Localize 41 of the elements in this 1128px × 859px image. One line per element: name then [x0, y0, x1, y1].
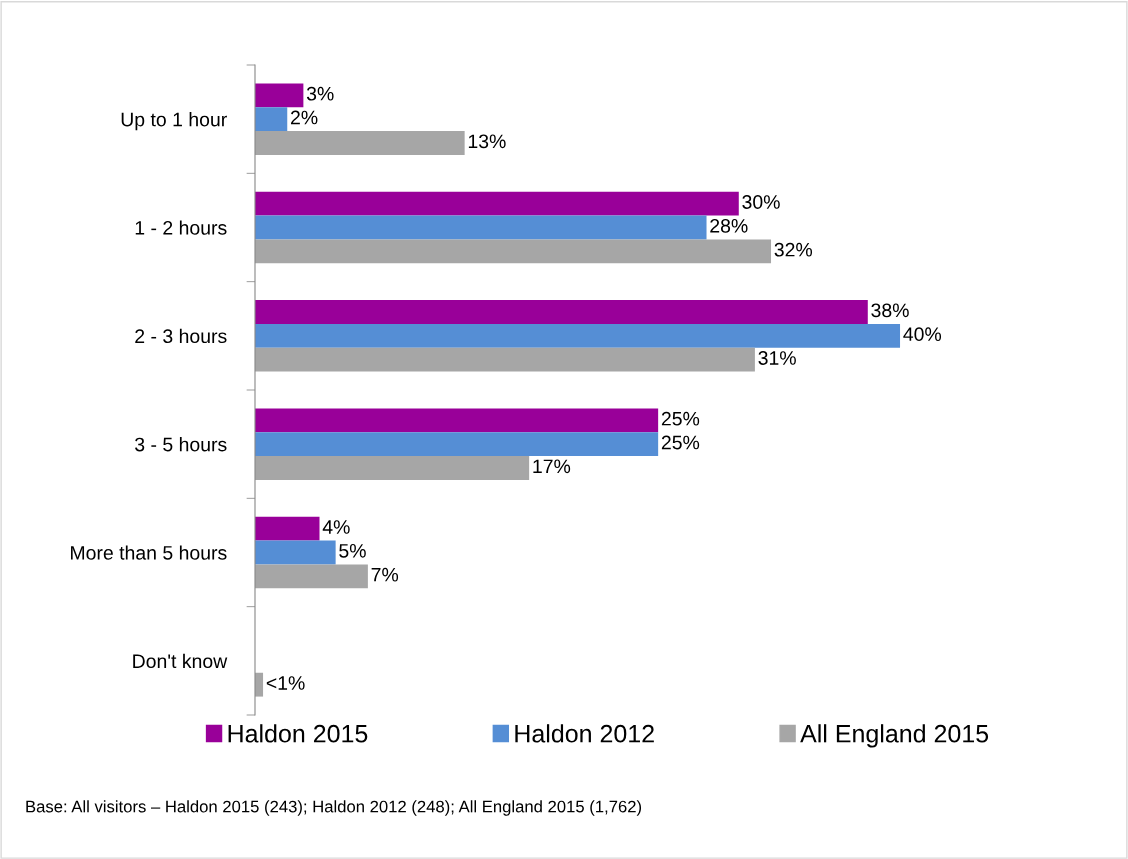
- y-tick-label: 3 - 5 hours: [135, 437, 227, 452]
- bar: [255, 300, 868, 324]
- bar: [255, 83, 304, 108]
- y-tick-label: 1 - 2 hours: [135, 220, 227, 235]
- bar: [255, 516, 320, 541]
- data-label: 38%: [871, 303, 909, 318]
- legend-label: All England 2015: [800, 724, 989, 748]
- data-label: 7%: [371, 567, 399, 582]
- bar: [255, 408, 659, 433]
- bar: [255, 107, 288, 132]
- bar: [255, 347, 755, 372]
- legend-label: Haldon 2015: [228, 724, 368, 743]
- data-label: 30%: [742, 195, 780, 209]
- bar: [255, 540, 336, 565]
- bar: [255, 191, 739, 216]
- bar: [255, 456, 530, 480]
- legend-label: Haldon 2012: [515, 724, 654, 743]
- bar: [255, 131, 465, 155]
- data-label: <1%: [266, 676, 305, 690]
- data-label: 32%: [774, 242, 813, 257]
- bar: [255, 239, 772, 264]
- data-label: 31%: [758, 351, 796, 365]
- bar: [255, 564, 368, 589]
- data-label: 13%: [468, 134, 506, 149]
- bar: [255, 432, 659, 457]
- data-label: 17%: [533, 459, 571, 474]
- data-label: 25%: [661, 435, 700, 450]
- data-label: 4%: [322, 520, 350, 534]
- bar: [255, 323, 901, 348]
- data-label: 25%: [661, 411, 700, 426]
- y-tick-label: Don't know: [133, 653, 228, 669]
- y-tick-label: 2 - 3 hours: [135, 328, 227, 344]
- bar: [255, 215, 707, 240]
- data-label: 28%: [710, 218, 748, 233]
- data-label: 3%: [306, 86, 334, 101]
- y-tick-label: More than 5 hours: [71, 545, 227, 560]
- data-label: 5%: [339, 544, 366, 558]
- data-label: 40%: [903, 327, 942, 342]
- data-label: 2%: [291, 110, 318, 125]
- text: Base: All visitors – Haldon 2015 (243); Haldon 2012 (248); All England 2015 (1,762): [26, 800, 642, 816]
- y-tick-label: Up to 1 hour: [121, 112, 227, 131]
